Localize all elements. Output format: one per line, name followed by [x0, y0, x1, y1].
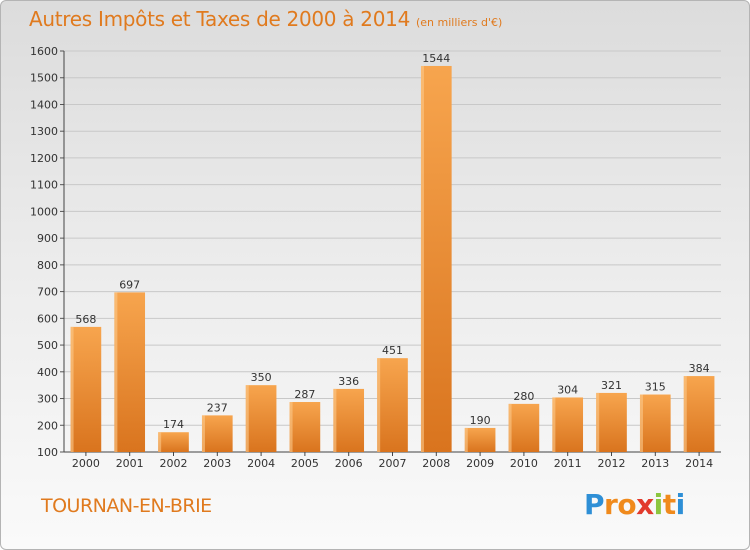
y-tick-label: 1100 [30, 179, 58, 192]
x-tick-label: 2003 [203, 457, 231, 470]
bar-2004 [245, 385, 277, 452]
y-tick-label: 800 [37, 259, 58, 272]
x-tick-label: 2004 [247, 457, 275, 470]
bar-highlight [552, 397, 556, 452]
data-label: 568 [75, 313, 96, 326]
axes: 100 200 300 400 500 600 700 800 900 1000 1100 1200 1… [30, 45, 721, 470]
data-label: 174 [163, 418, 184, 431]
y-tick-label: 1400 [30, 98, 58, 111]
proxiti-logo[interactable]: Proxiti [584, 488, 685, 521]
y-tick-label: 300 [37, 393, 58, 406]
y-tick-label: 1000 [30, 205, 58, 218]
x-tick-label: 2011 [554, 457, 582, 470]
logo-letter: r [604, 488, 618, 521]
chart-title: Autres Impôts et Taxes de 2000 à 2014 (en… [29, 7, 502, 31]
data-label: 350 [251, 371, 272, 384]
x-tick-label: 2005 [291, 457, 319, 470]
bar-2002 [158, 432, 189, 452]
bar-2001 [114, 292, 146, 452]
bar-2005 [289, 402, 321, 452]
data-label: 237 [207, 401, 228, 414]
y-tick-label: 1200 [30, 152, 58, 165]
x-tick-label: 2000 [72, 457, 100, 470]
bar-2006 [333, 388, 365, 452]
chart-title-text: Autres Impôts et Taxes de 2000 à 2014 [29, 7, 410, 31]
data-label: 336 [338, 375, 359, 388]
bar-highlight [377, 358, 381, 452]
x-tick-label: 2006 [335, 457, 363, 470]
bar-highlight [420, 65, 424, 452]
bar-highlight [201, 415, 205, 452]
bar-2010 [508, 403, 540, 452]
bar-highlight [114, 292, 118, 452]
logo-letter: x [636, 488, 654, 521]
data-label: 1544 [422, 52, 450, 65]
logo-letter: i [653, 488, 664, 521]
bar-2012 [596, 392, 627, 452]
bar-2011 [552, 397, 584, 452]
bar-highlight [245, 385, 249, 452]
data-label: 315 [645, 381, 666, 394]
data-label: 280 [513, 390, 534, 403]
city-name: TOURNAN-EN-BRIE [41, 495, 212, 517]
x-tick-label: 2007 [379, 457, 407, 470]
data-label: 451 [382, 344, 403, 357]
x-tick-label: 2014 [685, 457, 713, 470]
bar-2003 [201, 415, 233, 452]
bar-highlight [289, 402, 293, 452]
x-tick-label: 2010 [510, 457, 538, 470]
bar-2007 [377, 358, 408, 452]
y-tick-label: 200 [37, 419, 58, 432]
data-label: 321 [601, 379, 622, 392]
y-tick-label: 1600 [30, 45, 58, 58]
y-tick-label: 500 [37, 339, 58, 352]
bar-highlight [464, 427, 468, 452]
bar-2013 [639, 394, 671, 452]
data-label: 384 [689, 362, 710, 375]
bar-highlight [596, 392, 600, 452]
x-tick-label: 2009 [466, 457, 494, 470]
x-tick-label: 2008 [422, 457, 450, 470]
y-tick-label: 400 [37, 366, 58, 379]
logo-letter: o [617, 488, 637, 521]
bar-2009 [464, 427, 496, 452]
chart-subtitle: (en milliers d'€) [416, 16, 503, 29]
data-label: 190 [470, 414, 491, 427]
bar-highlight [683, 376, 687, 452]
x-tick-label: 2001 [116, 457, 144, 470]
bars [70, 65, 715, 452]
logo-letter: i [675, 488, 686, 521]
bar-2000 [70, 326, 102, 452]
bar-2014 [683, 376, 715, 452]
y-tick-label: 1300 [30, 125, 58, 138]
y-tick-label: 1500 [30, 72, 58, 85]
bar-highlight [70, 326, 74, 452]
x-tick-label: 2002 [160, 457, 188, 470]
data-label: 697 [119, 278, 140, 291]
bar-2008 [420, 65, 452, 452]
bar-highlight [639, 394, 643, 452]
data-label: 287 [294, 388, 315, 401]
y-tick-label: 700 [37, 286, 58, 299]
y-tick-label: 100 [37, 446, 58, 459]
bar-highlight [158, 432, 162, 452]
bar-highlight [508, 403, 512, 452]
x-tick-label: 2013 [641, 457, 669, 470]
y-tick-label: 600 [37, 312, 58, 325]
data-labels: 568 697 174 237 350 287 336 451 1544 190 280 304 321… [75, 52, 709, 431]
y-tick-label: 900 [37, 232, 58, 245]
bar-highlight [333, 388, 337, 452]
data-label: 304 [557, 383, 578, 396]
x-tick-label: 2012 [598, 457, 626, 470]
logo-letter: t [662, 488, 676, 521]
logo-letter: P [584, 488, 605, 521]
